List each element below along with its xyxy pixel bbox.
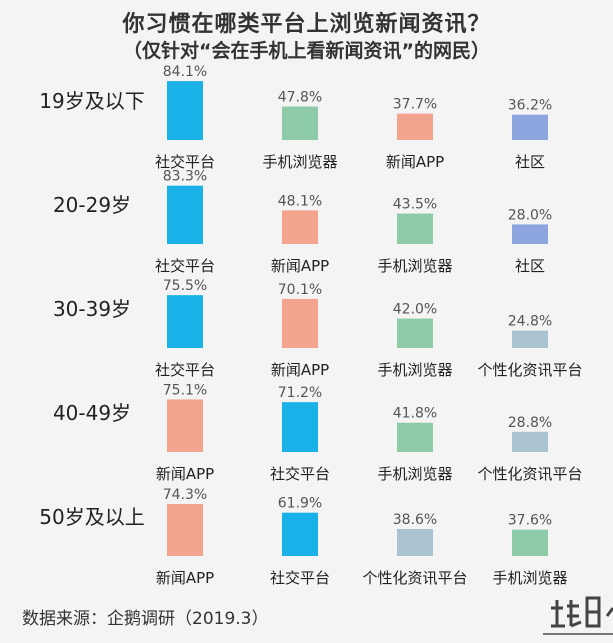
bar [167,185,203,244]
category-label: 社区 [515,153,545,171]
category-label: 手机浏览器 [262,153,337,171]
bar [397,213,433,244]
bar [512,114,548,140]
bar [512,330,548,348]
bar-value-label: 71.2% [278,385,322,401]
category-label: 手机浏览器 [377,465,452,483]
penguin-logo-icon [543,586,613,643]
category-label: 社交平台 [155,153,215,171]
bar [282,106,318,140]
category-label: 社交平台 [270,569,330,587]
category-label: 个性化资讯平台 [477,465,582,483]
grouped-bar-chart: 19岁及以下 84.1% 社交平台 47.8% 手机浏览器 37.7% 新闻APP 36.2%… [39,64,582,587]
group-label: 30-39岁 [53,297,131,321]
bar [512,529,548,556]
bar [282,512,318,556]
category-label: 社区 [515,257,545,275]
bar-value-label: 43.5% [393,197,437,213]
bar [397,318,433,348]
bar [282,402,318,452]
bar-value-label: 83.3% [163,169,207,185]
bar-value-label: 24.8% [508,314,552,330]
category-label: 社交平台 [270,465,330,483]
category-label: 新闻APP [156,465,214,483]
category-label: 手机浏览器 [377,257,452,275]
category-label: 社交平台 [155,257,215,275]
category-label: 手机浏览器 [377,361,452,379]
bar [397,422,433,452]
bar-value-label: 38.6% [393,512,437,528]
bar-value-label: 47.8% [278,90,322,106]
category-label: 个性化资讯平台 [477,361,582,379]
category-label: 新闻APP [271,361,329,379]
bar-value-label: 28.0% [508,207,552,223]
category-label: 个性化资讯平台 [362,569,467,587]
bar [282,210,318,244]
group-label: 50岁及以上 [39,505,144,529]
category-label: 新闻APP [386,153,444,171]
category-label: 新闻APP [271,257,329,275]
bar-value-label: 42.0% [393,302,437,318]
bar-value-label: 28.8% [508,415,552,431]
bar [512,431,548,452]
category-label: 社交平台 [155,361,215,379]
category-label: 新闻APP [156,569,214,587]
bar-value-label: 37.6% [508,513,552,529]
bar [397,528,433,556]
group-label: 19岁及以下 [39,89,144,113]
data-source: 数据来源：企鹅调研（2019.3） [22,609,269,629]
bar-value-label: 36.2% [508,98,552,114]
bar-value-label: 48.1% [278,193,322,209]
bar [167,399,203,452]
category-label: 手机浏览器 [492,569,567,587]
bar-value-label: 37.7% [393,97,437,113]
bar-value-label: 70.1% [278,282,322,298]
bar [167,81,203,140]
bar-value-label: 75.1% [163,382,207,398]
chart-subtitle: （仅针对“会在手机上看新闻资讯”的网民） [123,40,490,62]
bar [512,224,548,244]
bar-value-label: 61.9% [278,496,322,512]
bar-value-label: 74.3% [163,487,207,503]
bar [167,295,203,348]
group-label: 40-49岁 [53,401,131,425]
bar-value-label: 41.8% [393,406,437,422]
chart-title: 你习惯在哪类平台上浏览新闻资讯？ [122,12,491,37]
bar [167,503,203,556]
bar [397,113,433,140]
bar-value-label: 75.5% [163,278,207,294]
group-label: 20-29岁 [53,193,131,217]
bar [282,298,318,348]
bar-value-label: 84.1% [163,64,207,80]
